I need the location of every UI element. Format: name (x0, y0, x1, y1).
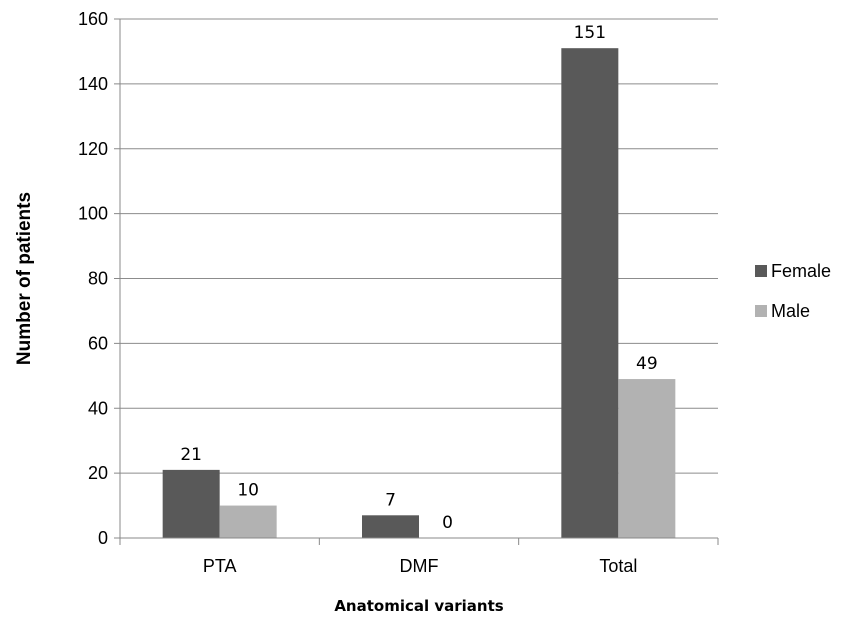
y-axis-ticks: 0 20 40 60 80 100 120 140 160 (78, 9, 120, 548)
bar-male-pta (219, 505, 277, 538)
legend-swatch-female (755, 265, 767, 277)
legend-label-female: Female (771, 261, 831, 281)
x-tick-label: Total (599, 556, 637, 576)
legend: Female Male (755, 261, 831, 321)
bar-female-pta (162, 469, 220, 538)
y-tick-label: 80 (88, 269, 108, 289)
y-tick-label: 100 (78, 204, 108, 224)
y-tick-label: 40 (88, 398, 108, 418)
bars (162, 48, 676, 538)
data-label: 21 (180, 445, 202, 465)
y-tick-label: 0 (98, 528, 108, 548)
gridlines (120, 18, 718, 474)
data-label: 151 (574, 23, 606, 43)
bar-male-total (618, 379, 676, 538)
x-axis-ticks (119, 538, 719, 545)
y-tick-label: 140 (78, 74, 108, 94)
x-axis-tick-labels: PTA DMF Total (203, 556, 638, 576)
data-label: 10 (237, 481, 259, 501)
y-tick-label: 120 (78, 139, 108, 159)
bar-female-total (561, 48, 619, 538)
legend-label-male: Male (771, 301, 810, 321)
legend-swatch-male (755, 305, 767, 317)
y-tick-label: 20 (88, 463, 108, 483)
bar-female-dmf (362, 515, 419, 538)
x-tick-label: PTA (203, 556, 237, 576)
x-tick-label: DMF (400, 556, 439, 576)
y-tick-label: 60 (88, 333, 108, 353)
data-labels: 21 10 7 0 151 49 (180, 23, 657, 533)
data-label: 49 (636, 354, 658, 374)
y-axis-title: Number of patients (14, 192, 35, 365)
data-label: 0 (442, 513, 453, 533)
x-axis-title: Anatomical variants (334, 597, 503, 615)
data-label: 7 (385, 490, 396, 510)
y-tick-label: 160 (78, 9, 108, 29)
